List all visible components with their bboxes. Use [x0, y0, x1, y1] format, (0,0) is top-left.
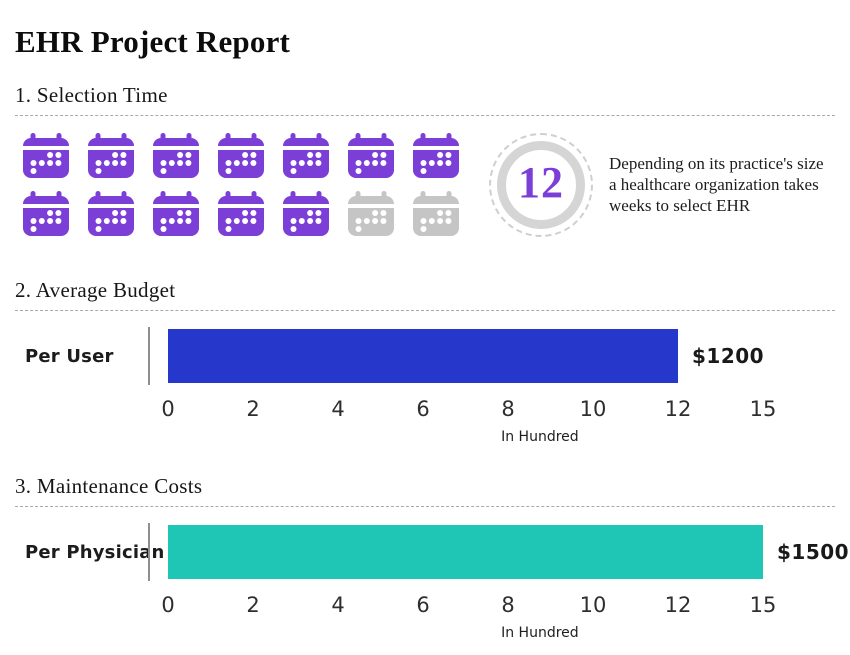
x-tick-10: 10	[579, 593, 607, 618]
x-tick-8: 8	[501, 593, 515, 618]
x-axis-ticks: 0 2 4 6 8 10 12 15	[161, 397, 776, 423]
calendar-icon	[218, 191, 264, 237]
x-axis-ticks: 0 2 4 6 8 10 12 15	[161, 593, 776, 619]
calendar-icon	[413, 191, 459, 237]
x-tick-6: 6	[416, 397, 430, 422]
calendar-icon	[23, 133, 69, 179]
section-divider	[15, 114, 835, 116]
x-tick-2: 2	[246, 593, 260, 618]
calendar-icon	[88, 133, 134, 179]
section-maintenance-costs: 3. Maintenance Costs Per Physician $1500…	[15, 473, 849, 645]
x-tick-8: 8	[501, 397, 515, 422]
x-tick-4: 4	[331, 397, 345, 422]
x-tick-15: 15	[749, 593, 777, 618]
page-title: EHR Project Report	[15, 24, 291, 59]
category-label-per-physician: Per Physician	[25, 541, 165, 563]
category-label-per-user: Per User	[25, 345, 114, 367]
bar-per-user	[168, 329, 678, 384]
calendar-icon	[23, 191, 69, 237]
bar-value-label: $1200	[692, 344, 765, 369]
calendar-icon	[153, 133, 199, 179]
x-tick-2: 2	[246, 397, 260, 422]
selection-time-content: 12 Depending on its practice's size a he…	[15, 132, 835, 237]
maintenance-costs-chart: Per Physician $1500 0 2 4 6 8 10 12 15 In Hundr…	[15, 523, 849, 645]
x-tick-4: 4	[331, 593, 345, 618]
selection-time-heading: 1. Selection Time	[15, 82, 168, 107]
bar-value-label: $1500	[777, 540, 850, 565]
calendar-icon	[348, 191, 394, 237]
x-axis-title: In Hundred	[501, 625, 579, 642]
y-axis-line	[148, 327, 150, 386]
calendar-icon	[413, 133, 459, 179]
average-budget-heading: 2. Average Budget	[15, 277, 176, 302]
x-tick-0: 0	[161, 397, 175, 422]
bar-per-physician	[168, 525, 763, 580]
calendar-icon	[88, 191, 134, 237]
plot-area: $1500 0 2 4 6 8 10 12 15 In Hundred	[161, 525, 849, 645]
section-average-budget: 2. Average Budget Per User $1200 0 2 4 6 8 10…	[15, 277, 835, 449]
stat-ring: 12	[497, 140, 585, 229]
calendar-icon	[348, 133, 394, 179]
plot-area: $1200 0 2 4 6 8 10 12 15 In Hundred	[161, 329, 776, 449]
x-tick-6: 6	[416, 593, 430, 618]
section-divider	[15, 310, 835, 312]
x-tick-15: 15	[749, 397, 777, 422]
weeks-stat-circle: 12	[489, 132, 593, 237]
calendar-icon	[283, 133, 329, 179]
y-axis-line	[148, 523, 150, 582]
x-tick-10: 10	[579, 397, 607, 422]
x-tick-12: 12	[664, 397, 692, 422]
average-budget-chart: Per User $1200 0 2 4 6 8 10 12 15 In Hundred	[15, 327, 835, 449]
section-divider	[15, 506, 835, 508]
calendar-grid	[23, 133, 459, 237]
calendar-icon	[283, 191, 329, 237]
x-axis-title: In Hundred	[501, 429, 579, 446]
maintenance-costs-heading: 3. Maintenance Costs	[15, 474, 203, 499]
x-tick-12: 12	[664, 593, 692, 618]
calendar-icon	[218, 133, 264, 179]
x-tick-0: 0	[161, 593, 175, 618]
calendar-icon	[153, 191, 199, 237]
weeks-count: 12	[518, 157, 564, 207]
section-selection-time: 1. Selection Time 12 Depending on its pr…	[15, 82, 835, 237]
selection-description: Depending on its practice's size a healt…	[609, 154, 824, 216]
